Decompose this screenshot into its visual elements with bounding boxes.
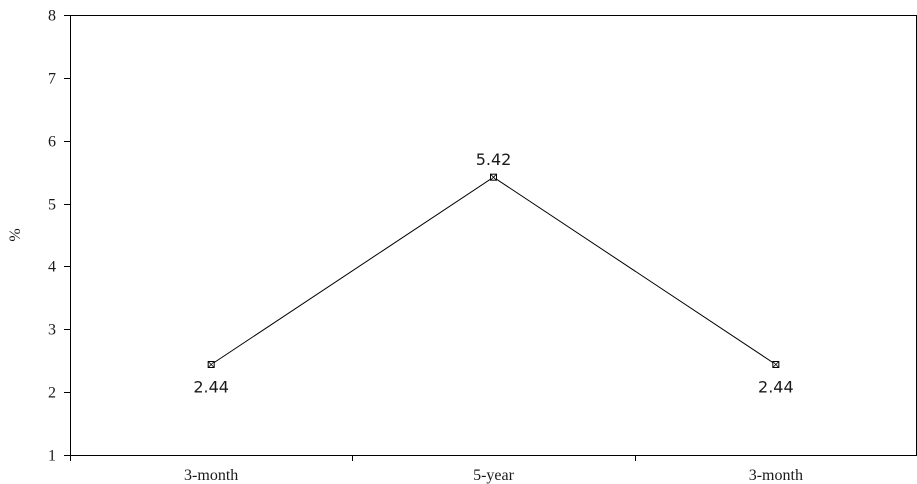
marker-cross (772, 361, 780, 368)
x-tick-label: 3-month (184, 467, 238, 484)
data-label: 2.44 (193, 377, 229, 396)
y-tick-label: 1 (48, 448, 56, 465)
x-tick-label: 5-year (473, 467, 515, 484)
x-axis: 3-month 5-year 3-month (70, 455, 917, 484)
data-point-marker (490, 173, 497, 181)
y-axis-title: % (7, 228, 24, 241)
data-point-marker (772, 360, 780, 368)
marker-cross (207, 361, 215, 368)
series-group (207, 173, 780, 368)
y-tick-label: 7 (48, 71, 56, 88)
y-tick-label: 2 (48, 385, 56, 402)
y-tick-label: 8 (48, 8, 56, 25)
x-tick-label: 3-month (749, 467, 803, 484)
y-tick-label: 3 (48, 322, 56, 339)
data-point-marker (207, 360, 215, 368)
data-labels: 2.44 5.42 2.44 (193, 150, 793, 396)
series-line (210, 176, 777, 365)
y-tick-label: 4 (48, 259, 56, 276)
data-label: 2.44 (758, 377, 794, 396)
y-tick-label: 6 (48, 134, 56, 151)
marker-cross (490, 173, 497, 181)
y-axis: 1 2 3 4 5 6 7 8 (48, 8, 71, 465)
data-label: 5.42 (476, 150, 512, 169)
y-tick-label: 5 (48, 197, 56, 214)
